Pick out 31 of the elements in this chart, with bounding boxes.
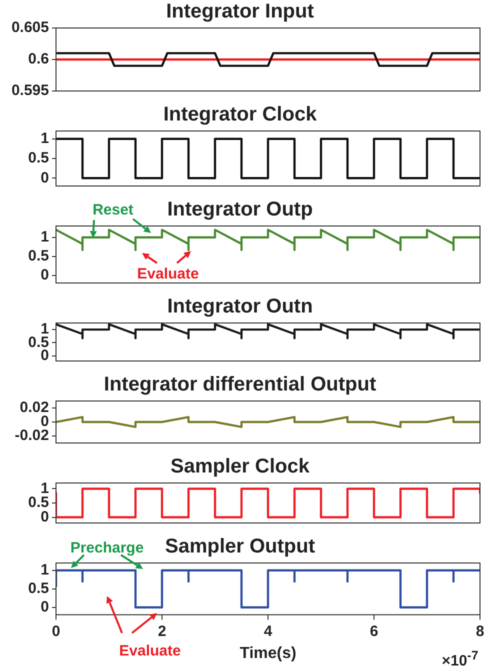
y-tick-label: 0.5 xyxy=(28,248,49,265)
x-tick-label: 2 xyxy=(158,622,166,640)
x-tick-label: 4 xyxy=(264,622,273,640)
text: ×10$^{-7}$ xyxy=(442,648,478,667)
y-tick-label: 0.595 xyxy=(11,82,49,100)
y-tick-label: 1 xyxy=(40,480,49,497)
text: Evaluate xyxy=(119,642,181,660)
annotation: Evaluate xyxy=(137,266,199,282)
y-tick-label: 1 xyxy=(40,130,49,147)
x-axis-title: Time(s) xyxy=(240,644,296,662)
y-tick-label: 1 xyxy=(40,562,49,579)
y-tick-label: 0.5 xyxy=(28,580,49,598)
x-tick-label: 0 xyxy=(52,622,60,640)
y-tick-label: 1 xyxy=(40,228,49,246)
y-tick-label: 0 xyxy=(40,598,49,616)
y-tick-label: 0 xyxy=(40,266,49,284)
y-tick-label: 0.6 xyxy=(28,50,49,68)
chart-title: Integrator Outp xyxy=(167,198,313,221)
chart-title: Integrator differential Output xyxy=(104,374,376,396)
x-tick-label: 6 xyxy=(370,622,378,640)
y-tick-label: 0 xyxy=(40,169,49,186)
x-tick-label: 8 xyxy=(476,622,484,640)
y-tick-label: 0.605 xyxy=(11,19,49,36)
chart-title: Integrator Clock xyxy=(163,104,318,126)
chart-title: Integrator Outn xyxy=(167,296,313,318)
chart-title: Integrator Input xyxy=(166,0,314,23)
y-tick-label: 0.5 xyxy=(28,150,49,167)
chart-title: Sampler Output xyxy=(164,536,316,558)
text: Precharge xyxy=(70,540,144,556)
text: Reset xyxy=(92,202,134,218)
chart-title: Sampler Clock xyxy=(170,456,310,478)
